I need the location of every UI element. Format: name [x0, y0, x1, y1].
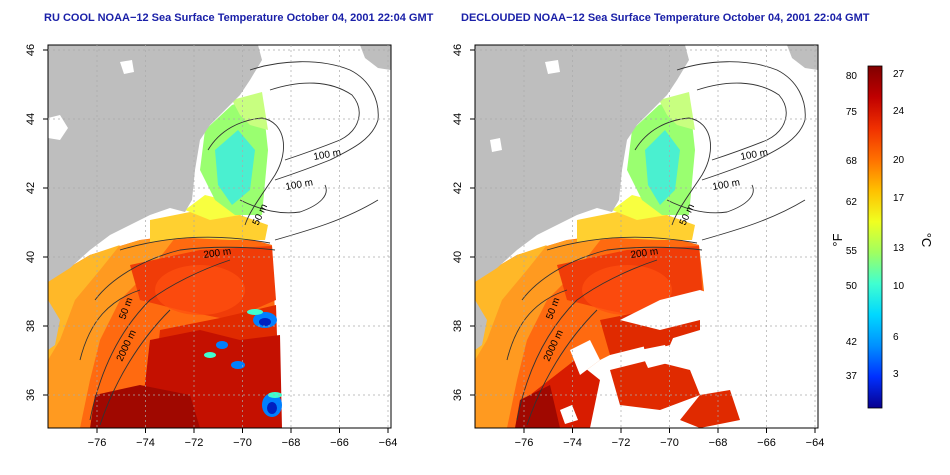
y-tick-label: 40: [452, 251, 464, 263]
isobath-label-100m-b: 100 m: [712, 177, 741, 193]
x-tick-label: −74: [136, 437, 155, 449]
fahrenheit-tick-label: 62: [846, 197, 858, 208]
y-tick-label: 46: [452, 44, 464, 56]
fahrenheit-unit-label: °F: [830, 233, 845, 246]
axis-ticks: −76 −74 −72 −70 −68 −66 −64 36 38 40 42 44 46: [25, 44, 397, 449]
y-tick-label: 36: [25, 389, 37, 401]
fahrenheit-tick-label: 75: [846, 107, 858, 118]
fahrenheit-tick-label: 42: [846, 337, 858, 348]
colorbar-gradient: [867, 65, 883, 409]
masked-cloud-areas: [560, 290, 730, 424]
x-tick-label: −70: [660, 437, 679, 449]
celsius-tick-label: 17: [893, 193, 905, 204]
celsius-tick-label: 6: [893, 332, 899, 343]
x-tick-label: −66: [330, 437, 349, 449]
x-tick-label: −68: [282, 437, 301, 449]
y-tick-label: 42: [25, 182, 37, 194]
isobath-contours: [79, 61, 379, 426]
y-tick-label: 36: [452, 389, 464, 401]
isobath-label-100m-a: 100 m: [740, 147, 769, 163]
celsius-tick-label: 24: [893, 106, 905, 117]
y-tick-label: 40: [25, 251, 37, 263]
isobath-label-200m: 200 m: [630, 246, 659, 261]
x-tick-label: −68: [709, 437, 728, 449]
land-mass: [475, 45, 818, 350]
y-tick-label: 38: [25, 320, 37, 332]
fahrenheit-tick-label: 37: [846, 371, 858, 382]
land-mass: [48, 45, 391, 350]
fahrenheit-tick-label: 68: [846, 156, 858, 167]
y-tick-label: 42: [452, 182, 464, 194]
axis-ticks: −76 −74 −72 −70 −68 −66 −64 36 38 40 42 44 46: [452, 44, 824, 449]
temperature-colorbar: 80 75 68 62 55 50 42 37 27 24 20 17 13 10 6 3 °F °C: [830, 65, 934, 409]
sst-swath: [48, 92, 282, 428]
fahrenheit-tick-label: 50: [846, 281, 858, 292]
x-tick-label: −72: [612, 437, 631, 449]
celsius-tick-label: 27: [893, 69, 905, 80]
isobath-contours: [506, 61, 806, 426]
x-tick-label: −66: [757, 437, 776, 449]
celsius-tick-label: 13: [893, 243, 905, 254]
celsius-unit-label: °C: [919, 233, 934, 248]
x-tick-label: −72: [185, 437, 204, 449]
x-tick-label: −74: [563, 437, 582, 449]
isobath-label-100m-a: 100 m: [313, 147, 342, 163]
sst-swath-declouded: [475, 92, 740, 428]
y-tick-label: 44: [452, 113, 464, 125]
plot-frame: [474, 44, 819, 429]
x-tick-label: −64: [806, 437, 825, 449]
plot-frame: [47, 44, 392, 429]
y-tick-label: 44: [25, 113, 37, 125]
fahrenheit-tick-label: 80: [846, 71, 858, 82]
right-map-title: DECLOUDED NOAA−12 Sea Surface Temperatur…: [461, 12, 870, 24]
x-tick-label: −76: [88, 437, 107, 449]
y-tick-label: 46: [25, 44, 37, 56]
celsius-tick-label: 3: [893, 369, 899, 380]
celsius-tick-label: 10: [893, 281, 905, 292]
left-map-title: RU COOL NOAA−12 Sea Surface Temperature …: [44, 12, 434, 24]
fahrenheit-tick-label: 55: [846, 246, 858, 257]
grid-lines: [48, 45, 391, 428]
grid-lines: [475, 45, 818, 428]
y-tick-label: 38: [452, 320, 464, 332]
isobath-label-100m-b: 100 m: [285, 177, 314, 193]
x-tick-label: −64: [379, 437, 398, 449]
celsius-tick-label: 20: [893, 155, 905, 166]
isobath-label-200m: 200 m: [203, 246, 232, 261]
x-tick-label: −76: [515, 437, 534, 449]
x-tick-label: −70: [233, 437, 252, 449]
